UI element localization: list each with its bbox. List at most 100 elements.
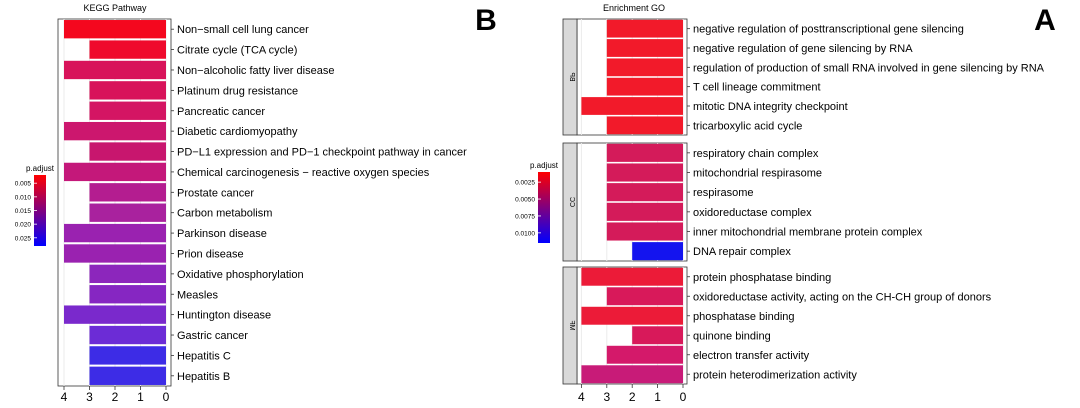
bar bbox=[89, 285, 166, 304]
category-label: Prion disease bbox=[177, 248, 244, 260]
bar bbox=[606, 202, 683, 221]
category-label: mitotic DNA integrity checkpoint bbox=[693, 101, 848, 113]
bar bbox=[606, 183, 683, 202]
panel-b-plot: Non−small cell lung cancer Citrate cycle … bbox=[57, 18, 467, 404]
legend-tick-label: 0.0025 bbox=[515, 180, 535, 187]
category-label: respiratory chain complex bbox=[693, 148, 819, 160]
bar bbox=[606, 163, 683, 182]
category-label: Hepatitis C bbox=[177, 350, 231, 362]
bar bbox=[89, 101, 166, 120]
legend-colorbar bbox=[34, 175, 46, 246]
bar bbox=[64, 60, 166, 80]
bar bbox=[64, 162, 166, 182]
legend-tick-label: 0.0075 bbox=[515, 213, 535, 220]
x-tick-label: 3 bbox=[86, 390, 93, 404]
category-label: negative regulation of posttranscription… bbox=[693, 24, 964, 36]
category-label: Platinum drug resistance bbox=[177, 85, 298, 97]
category-label: Parkinson disease bbox=[177, 228, 267, 240]
bar bbox=[64, 223, 166, 243]
bar bbox=[581, 267, 683, 286]
x-tick-label: 2 bbox=[629, 390, 636, 404]
category-label: quinone binding bbox=[693, 330, 771, 342]
bar bbox=[89, 325, 166, 345]
category-label: inner mitochondrial membrane protein com… bbox=[693, 227, 923, 239]
bar bbox=[606, 58, 683, 77]
bar bbox=[64, 121, 166, 141]
panel-a: A Enrichment GO BP negative regulation of… bbox=[515, 3, 1056, 404]
bar bbox=[89, 346, 166, 365]
category-label: Huntington disease bbox=[177, 310, 271, 322]
panel-b-letter: B bbox=[475, 4, 497, 37]
bar bbox=[89, 366, 166, 385]
facet-strip-label: BP bbox=[568, 72, 575, 82]
x-tick-label: 1 bbox=[137, 390, 144, 404]
panel-a-plot: BP negative regulation of posttranscripti… bbox=[562, 18, 1045, 404]
category-label: Gastric cancer bbox=[177, 330, 248, 342]
panel-a-title: Enrichment GO bbox=[603, 3, 665, 13]
category-label: DNA repair complex bbox=[693, 246, 791, 258]
bar bbox=[89, 264, 166, 284]
facet-strip bbox=[562, 266, 578, 385]
category-label: Prostate cancer bbox=[177, 187, 254, 199]
category-label: regulation of production of small RNA in… bbox=[693, 62, 1045, 74]
category-label: phosphatase binding bbox=[693, 311, 795, 323]
facet-strip bbox=[562, 142, 578, 262]
category-label: protein phosphatase binding bbox=[693, 272, 831, 284]
category-label: oxidoreductase activity, acting on the C… bbox=[693, 291, 992, 303]
category-label: Non−alcoholic fatty liver disease bbox=[177, 65, 334, 77]
facet-strip bbox=[562, 18, 578, 136]
category-label: Pancreatic cancer bbox=[177, 106, 265, 118]
x-tick-label: 2 bbox=[112, 390, 119, 404]
bar bbox=[581, 306, 683, 325]
bar bbox=[581, 97, 683, 115]
bar bbox=[606, 143, 683, 162]
legend-tick-label: 0.0050 bbox=[515, 197, 535, 204]
facet-strip-label: MF bbox=[568, 320, 575, 330]
bar bbox=[581, 365, 683, 384]
bar bbox=[606, 77, 683, 96]
bar bbox=[64, 244, 166, 263]
panel-b-title: KEGG Pathway bbox=[83, 3, 147, 13]
legend-title: p.adjust bbox=[530, 161, 559, 170]
category-label: Chemical carcinogenesis − reactive oxyge… bbox=[177, 167, 430, 179]
legend-tick-label: 0.025 bbox=[15, 235, 32, 242]
category-label: negative regulation of gene silencing by… bbox=[693, 43, 913, 55]
bar bbox=[606, 345, 683, 364]
legend-colorbar bbox=[538, 172, 550, 243]
category-label: Oxidative phosphorylation bbox=[177, 269, 304, 281]
legend-tick-label: 0.005 bbox=[15, 181, 32, 188]
x-tick-label: 0 bbox=[163, 390, 170, 404]
legend-tick-label: 0.010 bbox=[15, 194, 32, 201]
category-label: T cell lineage commitment bbox=[693, 82, 821, 94]
category-label: tricarboxylic acid cycle bbox=[693, 120, 802, 132]
legend-tick-label: 0.020 bbox=[15, 222, 32, 229]
bar bbox=[606, 19, 683, 38]
panel-a-legend: p.adjust 0.0025 0.0050 0.0075 0.0100 bbox=[515, 161, 559, 243]
bar bbox=[64, 20, 166, 39]
panel-b: B KEGG Pathway Non−small cell lung cance… bbox=[15, 3, 497, 404]
panel-b-legend: p.adjust 0.005 0.010 0.015 0.020 0.025 bbox=[15, 164, 55, 246]
category-label: Non−small cell lung cancer bbox=[177, 24, 309, 36]
legend-title: p.adjust bbox=[26, 164, 55, 173]
bar bbox=[606, 39, 683, 57]
category-label: mitochondrial respirasome bbox=[693, 168, 822, 180]
legend-tick-label: 0.0100 bbox=[515, 230, 535, 237]
category-label: Measles bbox=[177, 289, 218, 301]
bar bbox=[64, 305, 166, 324]
bar bbox=[89, 203, 166, 222]
legend-tick-label: 0.015 bbox=[15, 208, 32, 215]
bar bbox=[606, 287, 683, 306]
bar bbox=[606, 116, 683, 135]
category-label: Citrate cycle (TCA cycle) bbox=[177, 45, 297, 57]
category-label: PD−L1 expression and PD−1 checkpoint pat… bbox=[177, 147, 467, 159]
bar bbox=[89, 81, 166, 100]
category-label: oxidoreductase complex bbox=[693, 207, 812, 219]
category-label: Hepatitis B bbox=[177, 371, 230, 383]
category-label: electron transfer activity bbox=[693, 350, 810, 362]
category-label: protein heterodimerization activity bbox=[693, 369, 857, 381]
bar bbox=[89, 142, 166, 161]
x-tick-label: 3 bbox=[603, 390, 610, 404]
bar bbox=[89, 183, 166, 202]
bar bbox=[632, 242, 683, 261]
